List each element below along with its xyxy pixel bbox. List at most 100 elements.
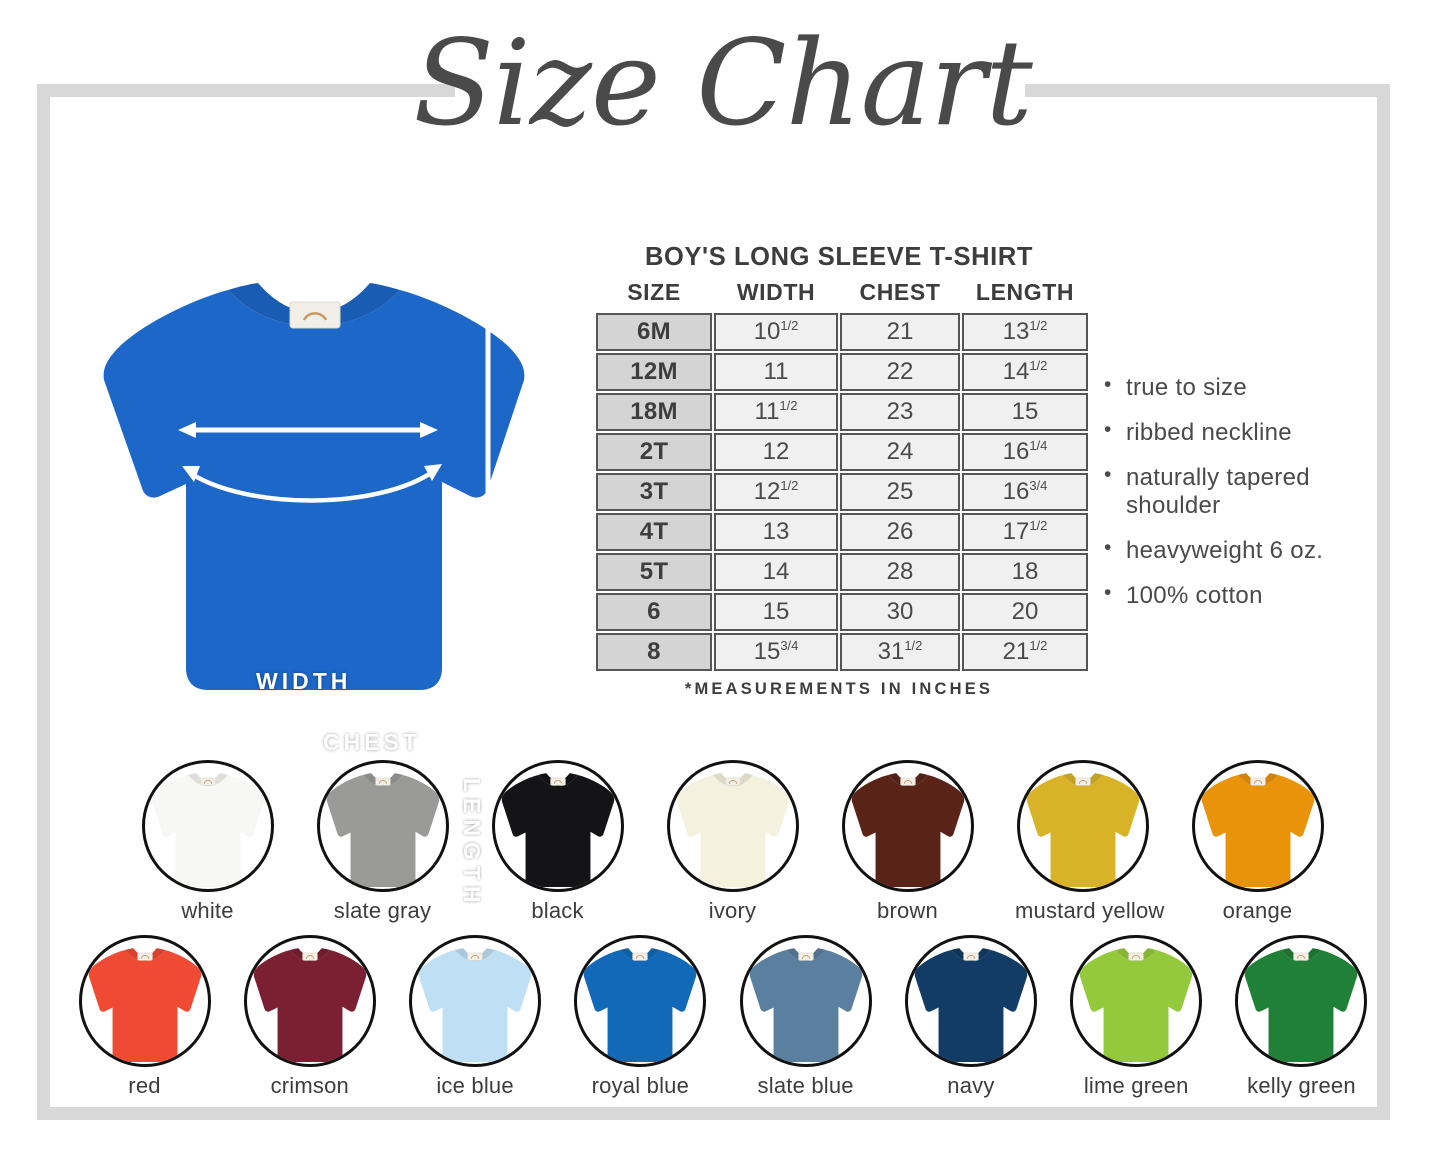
table-row: 12M 11 22 141/2 [596, 353, 1088, 391]
color-swatch-row-2: red crimson ice blue royal blue slate bl… [77, 935, 1369, 1099]
table-row: 8 153/4 311/2 211/2 [596, 633, 1088, 671]
swatch-label: brown [877, 898, 938, 923]
swatch-label: kelly green [1247, 1073, 1356, 1098]
swatch-circle[interactable] [1070, 935, 1203, 1067]
cell-chest: 26 [840, 513, 960, 551]
cell-size: 5T [596, 553, 712, 591]
size-table-header-row: SIZE WIDTH CHEST LENGTH [596, 279, 1088, 311]
color-swatch[interactable]: brown [840, 760, 975, 924]
swatch-circle[interactable] [1016, 760, 1149, 892]
swatch-label: ivory [708, 898, 757, 923]
color-swatch[interactable]: black [490, 760, 625, 924]
fraction: 1/2 [1029, 318, 1048, 333]
decorative-frame [37, 84, 1390, 1120]
swatch-label: mustard yellow [1015, 898, 1165, 923]
feature-item: heavyweight 6 oz. [1104, 536, 1389, 565]
column-header-length: LENGTH [975, 279, 1075, 305]
swatch-shirt-graphic [584, 948, 697, 1063]
feature-list: true to size ribbed neckline naturally tap… [1104, 373, 1389, 627]
table-row: 3T 121/2 25 163/4 [596, 473, 1088, 511]
table-row: 2T 12 24 161/4 [596, 433, 1088, 471]
table-row: 6M 101/2 21 131/2 [596, 313, 1088, 351]
swatch-label: white [181, 898, 234, 923]
swatch-label: royal blue [591, 1073, 690, 1098]
label-chest: CHEST [323, 729, 421, 755]
swatch-shirt-graphic [914, 948, 1028, 1063]
swatch-shirt-graphic [749, 948, 862, 1063]
cell-width: 101/2 [714, 313, 838, 351]
color-swatch[interactable]: slate gray [315, 760, 450, 924]
fraction: 1/2 [1029, 358, 1048, 373]
swatch-circle[interactable] [243, 935, 376, 1067]
color-swatch[interactable]: lime green [1069, 935, 1204, 1099]
size-table: SIZE WIDTH CHEST LENGTH 6M 101/2 21 131/2 12… [594, 277, 1090, 673]
cell-width: 15 [714, 593, 838, 631]
cell-chest: 23 [840, 393, 960, 431]
color-swatch[interactable]: red [77, 935, 212, 1099]
fraction: 1/2 [779, 398, 798, 413]
color-swatch[interactable]: kelly green [1234, 935, 1369, 1099]
cell-chest: 24 [840, 433, 960, 471]
fraction: 1/2 [780, 318, 799, 333]
feature-item: true to size [1104, 373, 1389, 402]
label-width: WIDTH [256, 668, 352, 694]
size-table-heading: BOY'S LONG SLEEVE T-SHIRT [644, 243, 1034, 271]
swatch-label: black [531, 898, 584, 923]
cell-length: 211/2 [962, 633, 1088, 671]
cell-size: 12M [596, 353, 712, 391]
color-swatch[interactable]: white [140, 760, 275, 924]
cell-chest: 25 [840, 473, 960, 511]
feature-item: naturally tapered shoulder [1104, 463, 1389, 520]
swatch-circle[interactable] [316, 760, 449, 892]
color-swatch[interactable]: slate blue [738, 935, 873, 1099]
cell-size: 18M [596, 393, 712, 431]
cell-width: 11 [714, 353, 838, 391]
cell-width: 153/4 [714, 633, 838, 671]
swatch-shirt-graphic [88, 948, 201, 1063]
swatch-circle[interactable] [141, 760, 274, 892]
color-swatch[interactable]: navy [903, 935, 1038, 1099]
swatch-circle[interactable] [78, 935, 211, 1067]
column-header-size: SIZE [627, 279, 681, 305]
swatch-circle[interactable] [739, 935, 872, 1067]
measurements-note: *MEASUREMENTS IN INCHES [684, 680, 994, 698]
color-swatch[interactable]: mustard yellow [1015, 760, 1165, 924]
cell-width: 121/2 [714, 473, 838, 511]
swatch-shirt-graphic [1245, 948, 1358, 1063]
color-swatch[interactable]: crimson [242, 935, 377, 1099]
swatch-circle[interactable] [574, 935, 707, 1067]
cell-size: 8 [596, 633, 712, 671]
color-swatch[interactable]: ivory [665, 760, 800, 924]
cell-width: 13 [714, 513, 838, 551]
cell-length: 131/2 [962, 313, 1088, 351]
color-swatch[interactable]: royal blue [573, 935, 708, 1099]
label-length: LENGTH [459, 778, 485, 909]
swatch-label: navy [947, 1073, 995, 1098]
swatch-shirt-graphic [418, 948, 532, 1063]
measurement-diagram: WIDTH CHEST LENGTH [78, 268, 548, 909]
color-swatch[interactable]: orange [1190, 760, 1325, 924]
fraction: 1/2 [1029, 638, 1048, 653]
cell-chest: 22 [840, 353, 960, 391]
swatch-label: ice blue [436, 1073, 514, 1098]
fraction: 3/4 [1029, 478, 1048, 493]
swatch-circle[interactable] [904, 935, 1037, 1067]
swatch-circle[interactable] [491, 760, 624, 892]
color-swatch[interactable]: ice blue [408, 935, 543, 1099]
size-table-block: BOY'S LONG SLEEVE T-SHIRT SIZE WIDTH CHE… [594, 243, 1088, 699]
swatch-circle[interactable] [1235, 935, 1368, 1067]
cell-width: 14 [714, 553, 838, 591]
column-header-width: WIDTH [736, 279, 816, 305]
swatch-circle[interactable] [1191, 760, 1324, 892]
cell-chest: 311/2 [840, 633, 960, 671]
swatch-circle[interactable] [666, 760, 799, 892]
swatch-circle[interactable] [841, 760, 974, 892]
swatch-circle[interactable] [409, 935, 542, 1067]
cell-size: 6 [596, 593, 712, 631]
page-title: Size Chart [413, 14, 1033, 152]
frame-title-gap [455, 78, 1025, 104]
table-row: 6 15 30 20 [596, 593, 1088, 631]
cell-length: 20 [962, 593, 1088, 631]
fraction: 1/2 [780, 478, 799, 493]
swatch-shirt-graphic [501, 773, 614, 888]
